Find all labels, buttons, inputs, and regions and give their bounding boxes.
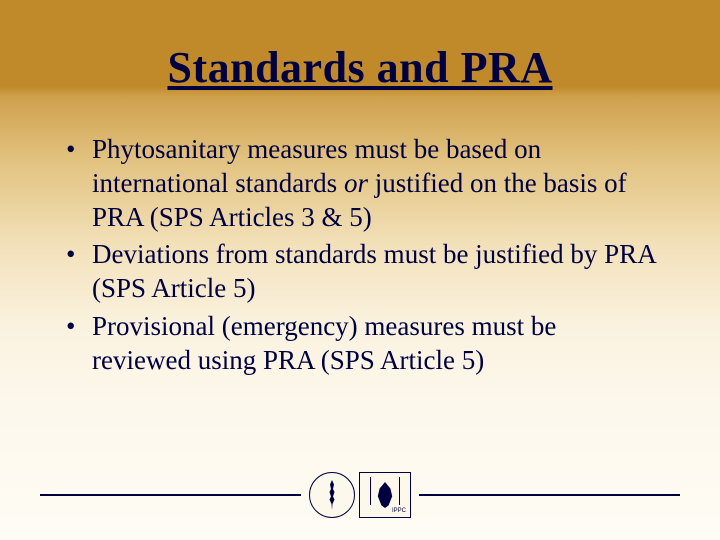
footer-rule-right xyxy=(419,494,680,496)
bullet-list: Phytosanitary measures must be based on … xyxy=(60,133,660,377)
bullet-text-italic: or xyxy=(344,168,368,198)
bullet-item: Phytosanitary measures must be based on … xyxy=(60,133,660,234)
footer-logos: IPPC xyxy=(309,472,411,518)
footer-rule-left xyxy=(40,494,301,496)
bullet-text-pre: Deviations from standards must be justif… xyxy=(92,239,655,303)
fao-logo-icon xyxy=(309,472,355,518)
ippc-logo-icon: IPPC xyxy=(359,472,411,518)
slide-title: Standards and PRA xyxy=(0,0,720,93)
logo-line-icon xyxy=(370,477,371,505)
bullet-item: Deviations from standards must be justif… xyxy=(60,238,660,306)
wheat-icon xyxy=(327,480,337,510)
logo-line-icon xyxy=(399,477,400,505)
slide-footer: IPPC xyxy=(0,468,720,522)
leaf-icon xyxy=(376,482,394,508)
bullet-text-pre: Provisional (emergency) measures must be… xyxy=(92,311,556,375)
ippc-label: IPPC xyxy=(392,508,406,514)
bullet-item: Provisional (emergency) measures must be… xyxy=(60,310,660,378)
slide-body: Phytosanitary measures must be based on … xyxy=(0,93,720,377)
